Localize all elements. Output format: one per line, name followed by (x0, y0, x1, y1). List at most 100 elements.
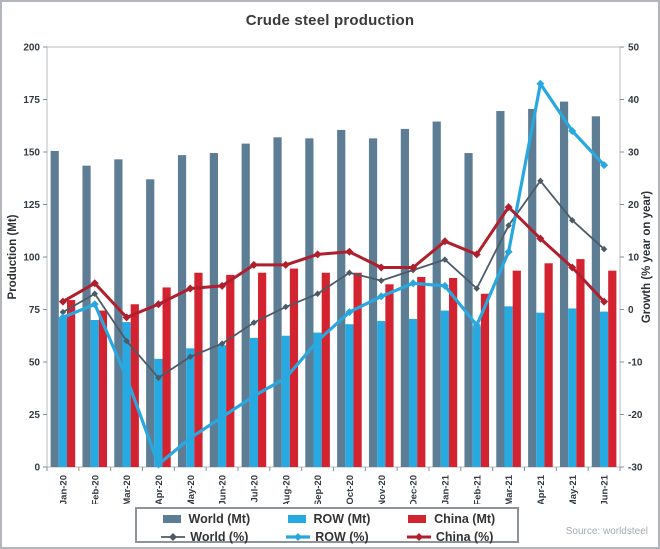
svg-text:-30: -30 (628, 463, 643, 474)
svg-text:20: 20 (628, 200, 640, 211)
marker-diamond (377, 292, 386, 301)
legend-bar-swatch (162, 515, 181, 523)
bar (472, 326, 481, 467)
bar (536, 312, 545, 467)
bar (67, 300, 76, 467)
bar (241, 143, 250, 467)
bar (90, 320, 99, 467)
marker-diamond (58, 313, 67, 322)
bars-row-mt- (58, 306, 609, 467)
marker-diamond (537, 177, 544, 185)
legend-item-china-mt-: China (Mt) (388, 512, 511, 526)
marker-diamond (473, 285, 480, 292)
marker-diamond (186, 434, 195, 443)
marker-diamond (441, 256, 449, 263)
x-tick-label: Jan-20 (58, 475, 69, 504)
legend-item-row-mt-: ROW (Mt) (266, 512, 389, 526)
legend-line-swatch (406, 533, 431, 541)
legend-label: China (%) (435, 530, 494, 544)
svg-text:50: 50 (628, 43, 640, 54)
bar (576, 259, 585, 467)
marker-diamond (218, 340, 226, 347)
bar (544, 263, 553, 467)
chart-canvas: 0 25 50 75 100 125 150 175 200 -30 -20 -10 0 10 20 30 40… (7, 43, 653, 505)
marker-diamond (281, 373, 290, 382)
legend-item-row-: ROW (%) (266, 530, 389, 544)
bar (432, 121, 441, 468)
marker-diamond (218, 281, 227, 290)
bar (58, 317, 68, 467)
marker-diamond (249, 260, 258, 269)
marker-diamond (58, 297, 67, 306)
marker-diamond (313, 250, 322, 259)
bar (321, 272, 330, 467)
bar (559, 101, 569, 467)
y-axis-right: -30 -20 -10 0 10 20 30 40 50 (620, 43, 643, 474)
bar (337, 129, 346, 467)
legend-label: World (Mt) (188, 512, 251, 526)
x-tick-label: Jan-21 (440, 474, 451, 504)
legend-line-swatch (286, 533, 311, 541)
bar (82, 165, 91, 467)
bar (50, 150, 59, 467)
marker-diamond (345, 308, 354, 317)
marker-diamond (282, 303, 289, 311)
x-tick-label: Jun-21 (600, 474, 611, 504)
legend-line-swatch (161, 533, 186, 541)
bar (194, 272, 203, 467)
source-note: Source: worldsteel (565, 526, 648, 537)
marker-diamond (314, 290, 321, 297)
bar (305, 138, 314, 467)
y-axis-left-title: Production (Mt) (7, 214, 19, 299)
marker-diamond (504, 247, 513, 256)
bar (400, 128, 409, 467)
bar (512, 270, 521, 467)
bar (217, 345, 227, 467)
legend-label: China (Mt) (434, 512, 496, 526)
x-tick-label: Sep-20 (313, 475, 324, 504)
marker-diamond (249, 392, 258, 401)
svg-text:75: 75 (29, 305, 41, 316)
svg-text:175: 175 (23, 95, 40, 106)
legend-item-china-: China (%) (388, 530, 511, 544)
marker-diamond (600, 245, 608, 253)
marker-diamond (505, 222, 512, 229)
marker-diamond (186, 284, 195, 293)
bar (177, 155, 187, 467)
bar (608, 270, 617, 467)
marker-diamond (600, 161, 609, 170)
bar (154, 358, 163, 467)
x-tick-label: Nov-20 (377, 475, 388, 504)
bar (504, 306, 513, 467)
x-tick-label: Oct-20 (345, 475, 356, 504)
y-axis-right-title: Growth (% year on year) (641, 191, 653, 323)
bar (122, 322, 131, 467)
bar (249, 337, 259, 467)
marker-diamond (122, 373, 131, 382)
legend-label: World (%) (190, 530, 249, 544)
svg-text:30: 30 (628, 148, 640, 159)
bar (114, 159, 123, 467)
marker-diamond (378, 277, 385, 284)
bar (368, 138, 378, 467)
bar (273, 137, 282, 468)
marker-diamond (313, 337, 322, 345)
bar (353, 272, 362, 467)
marker-diamond (440, 281, 449, 290)
bar (408, 318, 418, 467)
x-tick-label: Aug-20 (281, 475, 292, 504)
bar (130, 304, 139, 467)
marker-diamond (472, 321, 481, 330)
svg-text:10: 10 (628, 253, 640, 264)
bar (162, 287, 171, 467)
svg-text:150: 150 (23, 148, 40, 159)
svg-text:-20: -20 (628, 410, 643, 421)
bar (599, 311, 609, 467)
bar (480, 293, 490, 467)
bar (209, 153, 218, 468)
legend-bar-swatch (287, 515, 306, 523)
x-tick-label: May-21 (568, 474, 579, 504)
marker-diamond (154, 300, 163, 309)
x-tick-label: Feb-20 (90, 475, 101, 504)
marker-diamond (90, 300, 99, 309)
